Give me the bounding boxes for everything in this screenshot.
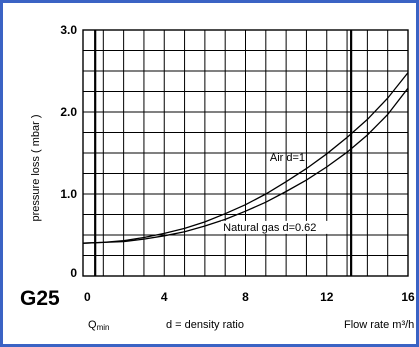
density-note: d = density ratio xyxy=(166,319,244,331)
qmin-q: Q xyxy=(88,319,97,331)
y-tick-label: 2.0 xyxy=(60,105,77,119)
series-line-air xyxy=(82,72,409,244)
series-label-natural-gas-bg xyxy=(221,220,334,234)
tick-labels: 0 4 8 12 16 0 1.0 2.0 3.0 xyxy=(60,23,415,304)
x-tick-label: 12 xyxy=(320,290,334,304)
y-axis-label: pressure loss ( mbar ) xyxy=(30,115,42,222)
x-tick-label: 8 xyxy=(242,290,249,304)
y-tick-label: 1.0 xyxy=(60,187,77,201)
x-axis-label: Flow rate m³/h xyxy=(344,319,414,331)
qmin-sub: min xyxy=(97,323,110,332)
plot-area-border xyxy=(82,29,409,277)
grid xyxy=(82,29,409,277)
y-tick-label: 0 xyxy=(70,266,77,280)
series-label-air: Air d=1 xyxy=(270,152,305,164)
series-line-natural-gas xyxy=(82,87,409,244)
series-label-natural-gas: Natural gas d=0.62 xyxy=(223,222,316,234)
x-tick-label: 16 xyxy=(401,290,415,304)
y-tick-label: 3.0 xyxy=(60,23,77,37)
x-tick-label: 0 xyxy=(84,290,91,304)
model-label: G25 xyxy=(20,287,60,310)
series-group: Air d=1 Natural gas d=0.62 xyxy=(82,72,409,244)
x-tick-label: 4 xyxy=(161,290,168,304)
qmin-label: Qmin xyxy=(88,319,109,332)
